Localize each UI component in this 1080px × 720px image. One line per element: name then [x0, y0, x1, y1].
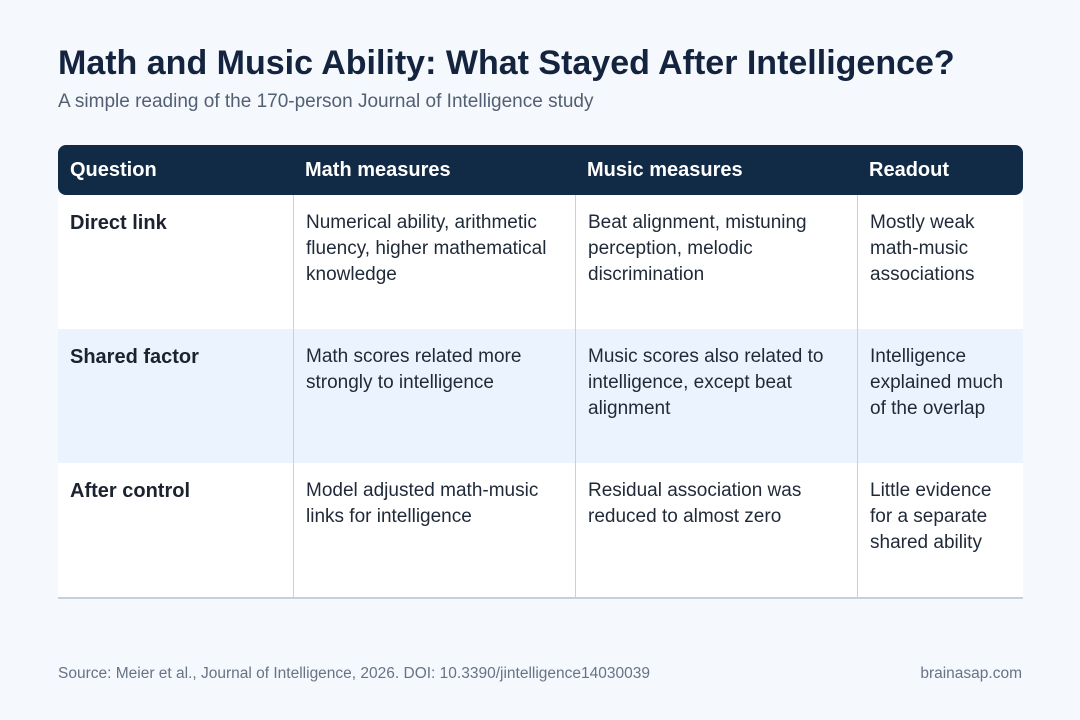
column-header-music: Music measures [587, 158, 743, 181]
column-header-question: Question [70, 158, 157, 181]
table-row: Shared factor Math scores related more s… [58, 329, 1023, 463]
source-citation: Source: Meier et al., Journal of Intelli… [58, 665, 650, 682]
table-bottom-rule [58, 597, 1023, 599]
table-row: After control Model adjusted math-music … [58, 463, 1023, 597]
math-cell: Model adjusted math-music links for inte… [293, 463, 575, 597]
question-cell: Shared factor [70, 346, 199, 368]
readout-cell: Mostly weak math-music associations [857, 195, 1023, 329]
music-cell: Music scores also related to intelligenc… [575, 329, 857, 463]
column-header-readout: Readout [869, 158, 949, 181]
math-cell: Numerical ability, arithmetic fluency, h… [293, 195, 575, 329]
page-subtitle: A simple reading of the 170-person Journ… [58, 91, 594, 112]
summary-table: Question Math measures Music measures Re… [58, 145, 1023, 599]
column-header-math: Math measures [305, 158, 451, 181]
question-cell: Direct link [70, 212, 167, 234]
readout-cell: Little evidence for a separate shared ab… [857, 463, 1023, 597]
music-cell: Residual association was reduced to almo… [575, 463, 857, 597]
math-cell: Math scores related more strongly to int… [293, 329, 575, 463]
table-header-row: Question Math measures Music measures Re… [58, 145, 1023, 195]
brand-label: brainasap.com [920, 665, 1022, 682]
readout-cell: Intelligence explained much of the overl… [857, 329, 1023, 463]
table-row: Direct link Numerical ability, arithmeti… [58, 195, 1023, 329]
page-title: Math and Music Ability: What Stayed Afte… [58, 44, 955, 82]
question-cell: After control [70, 480, 190, 502]
music-cell: Beat alignment, mistuning perception, me… [575, 195, 857, 329]
